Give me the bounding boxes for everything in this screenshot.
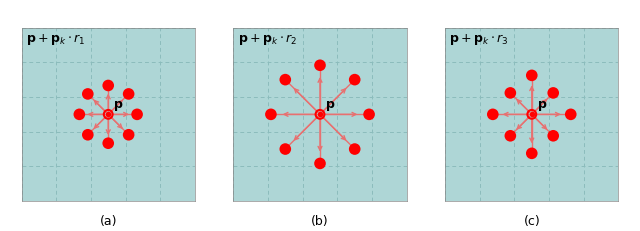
Point: [266, 112, 276, 116]
Point: [488, 112, 498, 116]
Point: [83, 92, 93, 96]
Point: [103, 112, 113, 116]
Point: [505, 134, 515, 138]
Point: [315, 112, 325, 116]
Point: [315, 63, 325, 67]
Text: $\mathbf{p}$: $\mathbf{p}$: [113, 99, 124, 113]
Point: [349, 78, 360, 82]
Point: [132, 112, 142, 116]
Point: [280, 78, 291, 82]
Point: [349, 147, 360, 151]
Point: [527, 112, 537, 116]
Point: [83, 133, 93, 137]
Point: [124, 92, 134, 96]
Point: [527, 152, 537, 155]
Point: [124, 133, 134, 137]
Text: $\mathbf{p} + \mathbf{p}_k \cdot r_2$: $\mathbf{p} + \mathbf{p}_k \cdot r_2$: [237, 32, 297, 47]
Point: [103, 141, 113, 145]
Text: $\mathbf{p}$: $\mathbf{p}$: [325, 99, 335, 113]
Point: [103, 84, 113, 87]
Point: [74, 112, 84, 116]
Point: [280, 147, 291, 151]
Point: [527, 73, 537, 77]
Point: [103, 112, 113, 116]
Point: [505, 91, 515, 95]
Point: [315, 112, 325, 116]
Text: (a): (a): [99, 215, 117, 228]
Point: [527, 112, 537, 116]
Text: $\mathbf{p}$: $\mathbf{p}$: [537, 99, 547, 113]
Point: [566, 112, 576, 116]
Point: [548, 134, 558, 138]
Point: [548, 91, 558, 95]
Text: (b): (b): [311, 215, 329, 228]
Text: (c): (c): [524, 215, 540, 228]
Text: $\mathbf{p} + \mathbf{p}_k \cdot r_3$: $\mathbf{p} + \mathbf{p}_k \cdot r_3$: [449, 32, 509, 47]
Point: [315, 162, 325, 165]
Point: [364, 112, 374, 116]
Text: $\mathbf{p} + \mathbf{p}_k \cdot r_1$: $\mathbf{p} + \mathbf{p}_k \cdot r_1$: [26, 32, 85, 47]
